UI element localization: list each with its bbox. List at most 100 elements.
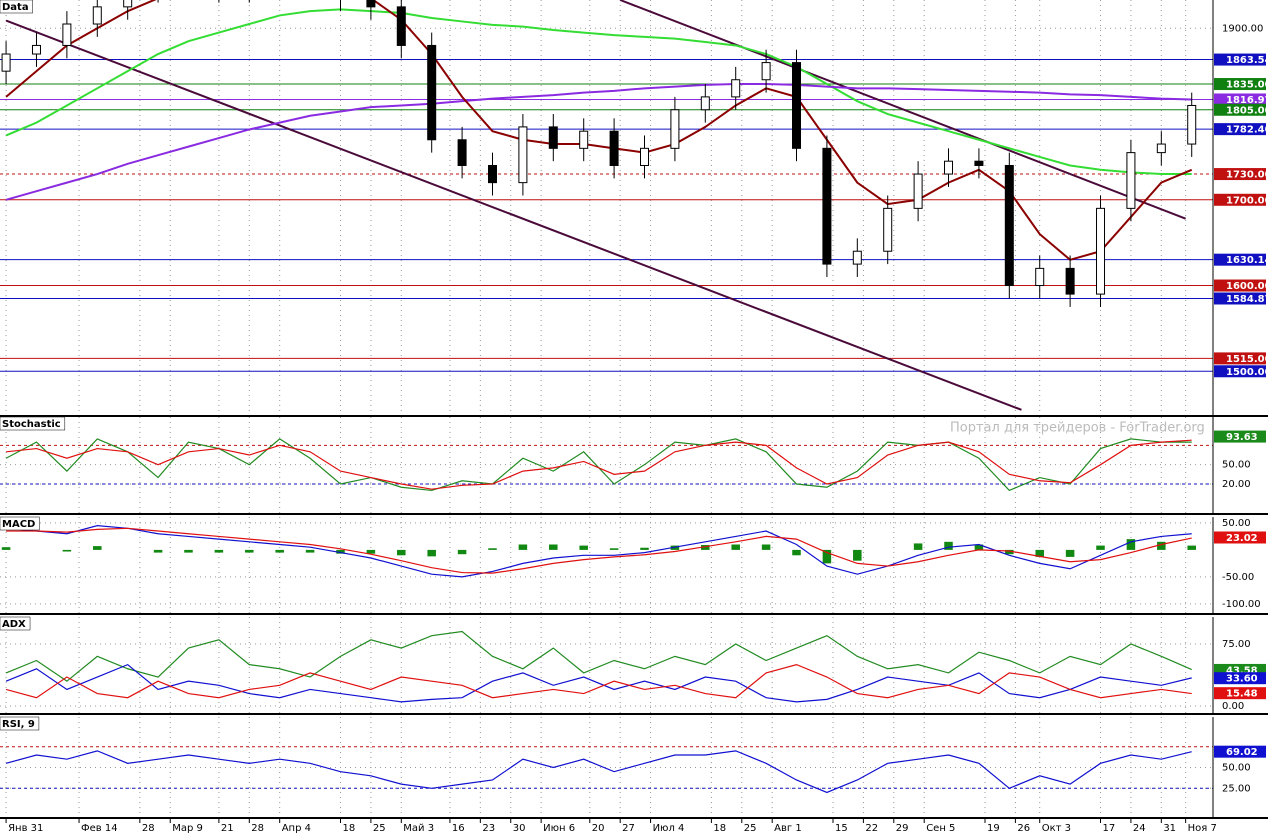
level-label: 1515.00 xyxy=(1226,354,1268,365)
level-label-box xyxy=(1214,193,1266,206)
histogram-bar xyxy=(427,549,436,557)
histogram-bar xyxy=(609,548,619,550)
x-tick-label: Июн 6 xyxy=(543,823,575,834)
histogram-bar xyxy=(974,544,984,550)
level-label-box xyxy=(1214,103,1266,116)
x-tick-label: 21 xyxy=(221,823,234,834)
panel xyxy=(0,0,1213,415)
level-label: 1630.14 xyxy=(1226,255,1268,266)
candle-body xyxy=(548,126,558,149)
y-tick-label: -50.00 xyxy=(1222,572,1254,583)
histogram-bar xyxy=(518,544,528,550)
histogram-bar xyxy=(1005,549,1014,555)
panel-title: RSI, 9 xyxy=(2,719,35,730)
indicator-line xyxy=(5,0,1193,261)
candle-body xyxy=(640,147,650,166)
candle-body xyxy=(457,139,467,166)
value-label: 23.02 xyxy=(1226,533,1258,544)
y-tick-label: 0.00 xyxy=(1222,701,1244,712)
level-label-box xyxy=(1214,352,1266,365)
level-label-box xyxy=(1214,365,1266,378)
indicator-line xyxy=(5,630,1192,682)
trendline xyxy=(5,19,1022,411)
candle-body xyxy=(670,109,680,149)
histogram-bar xyxy=(731,544,740,550)
x-tick-label: 28 xyxy=(251,823,264,834)
x-tick-label: Авг 1 xyxy=(774,823,802,834)
histogram-bar xyxy=(944,541,953,550)
panel xyxy=(0,617,1213,713)
candle-body xyxy=(518,126,528,184)
x-tick-label: 19 xyxy=(987,823,1000,834)
histogram-bar xyxy=(488,548,497,550)
candle-body xyxy=(1004,164,1014,287)
level-label-box xyxy=(1214,93,1266,106)
indicator-line xyxy=(5,8,1192,176)
histogram-bar xyxy=(214,549,224,553)
candle-body xyxy=(700,96,710,111)
x-tick-label: 31 xyxy=(1163,823,1176,834)
histogram-bar xyxy=(1187,545,1196,550)
candle-body xyxy=(822,147,832,265)
x-tick-label: Май 3 xyxy=(403,823,434,834)
indicator-line xyxy=(5,438,1192,492)
candle-body xyxy=(1065,267,1075,295)
candle-body xyxy=(62,23,72,46)
value-label: 33.60 xyxy=(1226,674,1258,685)
candle-body xyxy=(1126,152,1136,209)
candle-body xyxy=(366,0,376,8)
level-label-box xyxy=(1214,78,1266,91)
histogram-bar xyxy=(62,549,72,552)
candle-body xyxy=(761,62,771,81)
candle-body xyxy=(427,44,437,141)
histogram-bar xyxy=(853,549,862,561)
candle-body xyxy=(487,164,497,184)
histogram-bar xyxy=(579,545,588,550)
candle-body xyxy=(92,6,102,25)
histogram-bar xyxy=(275,549,284,553)
x-tick-label: 16 xyxy=(452,823,465,834)
panel-title: Data xyxy=(2,2,29,13)
candle-body xyxy=(1035,267,1045,287)
x-tick-label: Фев 14 xyxy=(81,823,118,834)
indicator-line xyxy=(6,439,1192,490)
candle-body xyxy=(913,173,923,209)
y-tick-label: 50.00 xyxy=(1222,762,1251,773)
histogram-bar xyxy=(305,549,315,553)
panel-title: MACD xyxy=(2,519,35,530)
candle-body xyxy=(579,130,589,149)
histogram-bar xyxy=(549,544,558,550)
candle-body xyxy=(1,53,11,72)
x-tick-label: 20 xyxy=(592,823,605,834)
y-tick-label: 75.00 xyxy=(1222,639,1251,650)
candle-body xyxy=(1096,207,1106,295)
histogram-bar xyxy=(366,549,376,554)
value-label: 43.58 xyxy=(1226,665,1258,676)
histogram-bar xyxy=(1065,549,1075,557)
x-tick-label: 24 xyxy=(1133,823,1146,834)
panel-title-bg xyxy=(0,0,33,14)
level-label-box xyxy=(1214,253,1266,266)
candle-body xyxy=(609,130,619,166)
x-tick-label: 27 xyxy=(622,823,635,834)
histogram-bar xyxy=(397,549,406,556)
x-tick-label: Ноя 7 xyxy=(1188,823,1217,834)
value-label: 93.63 xyxy=(1226,432,1258,443)
value-label-box xyxy=(1214,531,1266,544)
histogram-bar xyxy=(640,547,649,550)
x-tick-label: Сен 5 xyxy=(926,823,955,834)
value-label-box xyxy=(1214,745,1266,758)
y-tick-label: -100.00 xyxy=(1222,599,1261,610)
histogram-bar xyxy=(153,549,163,553)
histogram-bar xyxy=(822,549,832,564)
level-label: 1700.00 xyxy=(1226,195,1268,206)
histogram-bar xyxy=(1126,539,1136,550)
indicator-line xyxy=(5,663,1192,699)
y-tick-label: 25.00 xyxy=(1222,783,1251,794)
candle-body xyxy=(974,160,984,166)
candle-body xyxy=(396,6,406,46)
level-label: 1730.00 xyxy=(1226,170,1268,181)
level-label: 1835.00 xyxy=(1226,80,1268,91)
indicator-line xyxy=(6,527,1192,574)
